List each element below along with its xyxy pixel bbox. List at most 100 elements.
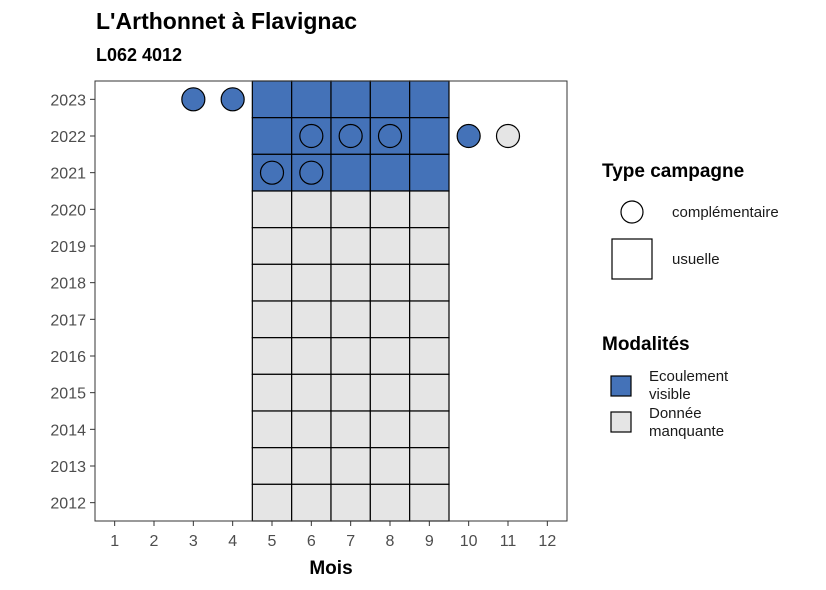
- x-tick-label-12: 12: [538, 533, 556, 550]
- tile-2022-5: [251, 117, 293, 155]
- x-tick-label-4: 4: [228, 533, 237, 550]
- tile-2015-9: [409, 373, 450, 412]
- tile-2014-5: [251, 410, 293, 449]
- y-tick-label-2017: 2017: [50, 312, 86, 329]
- x-tick-label-7: 7: [346, 533, 355, 550]
- tile-2017-6: [291, 300, 332, 339]
- circle-2023-4: [220, 87, 245, 112]
- tile-2016-9: [409, 337, 450, 375]
- y-tick-label-2016: 2016: [50, 349, 86, 366]
- circle-2022-10: [456, 123, 481, 149]
- x-axis-title: Mois: [309, 558, 352, 579]
- circle-2022-7: [338, 123, 363, 149]
- tile-2017-8: [369, 300, 411, 339]
- tile-2015-8: [369, 373, 411, 412]
- y-tick-label-2012: 2012: [50, 496, 86, 513]
- tile-2023-6: [291, 80, 332, 119]
- tile-2017-5: [251, 300, 293, 339]
- circle-2022-11: [495, 123, 521, 149]
- legend-title-type: Type campagne: [602, 161, 745, 182]
- x-tick-label-3: 3: [189, 533, 198, 550]
- x-axis: 1 2 3 4 5 6 7 8 9 10 11 12: [110, 521, 556, 550]
- tile-2014-6: [291, 410, 332, 449]
- tile-2012-8: [369, 483, 411, 522]
- tile-2019-6: [291, 227, 332, 265]
- legend-label-usuelle: usuelle: [672, 251, 720, 268]
- tile-2019-5: [251, 227, 293, 265]
- x-tick-label-10: 10: [460, 533, 478, 550]
- tile-2022-9: [409, 117, 450, 155]
- legend-label-ecoulement-line1: Ecoulement: [649, 368, 729, 385]
- tile-2014-8: [369, 410, 411, 449]
- tile-2013-6: [291, 447, 332, 485]
- y-tick-label-2019: 2019: [50, 239, 86, 256]
- legend-key-circle: [620, 200, 644, 224]
- y-tick-label-2023: 2023: [50, 92, 86, 109]
- x-tick-label-11: 11: [500, 533, 517, 550]
- usuelle-tiles: [251, 80, 450, 522]
- x-tick-label-2: 2: [150, 533, 159, 550]
- x-tick-label-1: 1: [110, 533, 119, 550]
- y-tick-label-2021: 2021: [50, 166, 86, 183]
- legend-key-square: [611, 238, 653, 280]
- tile-2019-7: [330, 227, 371, 265]
- tile-2020-9: [409, 190, 450, 229]
- tile-2019-9: [409, 227, 450, 265]
- y-axis: 2012 2013 2014 2015 2016 2017 2018 2019 2020 2021…: [50, 92, 95, 513]
- tile-2018-7: [330, 263, 371, 302]
- tile-2016-5: [251, 337, 293, 375]
- legend-label-complementaire: complémentaire: [672, 204, 779, 221]
- legend-key-donnee-manquante: [610, 411, 632, 433]
- legend-title-modalites: Modalités: [602, 334, 690, 355]
- tile-2013-8: [369, 447, 411, 485]
- tile-2023-8: [369, 80, 411, 119]
- y-tick-label-2015: 2015: [50, 386, 86, 403]
- tile-2023-9: [409, 80, 450, 119]
- y-tick-label-2013: 2013: [50, 459, 86, 476]
- tile-2021-7: [330, 153, 371, 192]
- tile-2012-7: [330, 483, 371, 522]
- legend-label-donnee: Donnée manquante: [649, 405, 724, 441]
- tile-2014-9: [409, 410, 450, 449]
- y-tick-label-2022: 2022: [50, 129, 86, 146]
- x-tick-label-8: 8: [386, 533, 395, 550]
- chart-title: L'Arthonnet à Flavignac: [96, 8, 358, 34]
- tile-2012-9: [409, 483, 450, 522]
- tile-2018-5: [251, 263, 293, 302]
- legend-label-donnee-line1: Donnée: [649, 405, 702, 422]
- tile-2012-6: [291, 483, 332, 522]
- circle-2021-6: [299, 160, 324, 185]
- circle-2023-3: [181, 87, 206, 112]
- tile-2021-9: [409, 153, 450, 192]
- circle-2022-6: [299, 123, 324, 149]
- tile-2020-7: [330, 190, 371, 229]
- tile-2015-7: [330, 373, 371, 412]
- tile-2018-6: [291, 263, 332, 302]
- legend-key-ecoulement: [610, 375, 632, 397]
- legend-label-ecoulement: Ecoulement visible: [649, 368, 728, 404]
- tile-2013-5: [251, 447, 293, 485]
- tile-2023-5: [251, 80, 293, 119]
- tile-2020-8: [369, 190, 411, 229]
- x-tick-label-5: 5: [268, 533, 277, 550]
- tile-2013-7: [330, 447, 371, 485]
- tile-2020-6: [291, 190, 332, 229]
- tile-2020-5: [251, 190, 293, 229]
- legend-label-donnee-line2: manquante: [649, 423, 725, 440]
- y-tick-label-2014: 2014: [50, 422, 86, 439]
- tile-2019-8: [369, 227, 411, 265]
- legend-label-ecoulement-line2: visible: [649, 386, 691, 403]
- y-tick-label-2018: 2018: [50, 276, 86, 293]
- tile-2023-7: [330, 80, 371, 119]
- tile-2015-5: [251, 373, 293, 412]
- tile-2013-9: [409, 447, 450, 485]
- tile-2018-9: [409, 263, 450, 302]
- y-tick-label-2020: 2020: [50, 202, 86, 219]
- tile-2021-8: [369, 153, 411, 192]
- tile-2018-8: [369, 263, 411, 302]
- tile-2017-7: [330, 300, 371, 339]
- panel-border: [94, 80, 568, 522]
- x-tick-label-6: 6: [307, 533, 316, 550]
- tile-2015-6: [291, 373, 332, 412]
